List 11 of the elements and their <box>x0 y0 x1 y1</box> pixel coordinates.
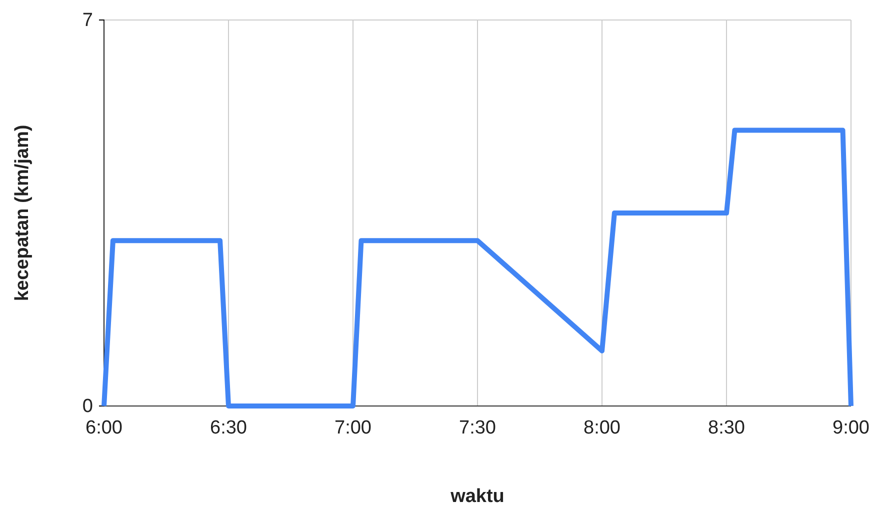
y-tick-label: 7 <box>82 10 93 32</box>
x-tick-label: 9:00 <box>832 417 870 438</box>
x-axis-title: waktu <box>450 486 504 507</box>
x-tick-label: 6:30 <box>210 417 247 438</box>
x-tick-label: 6:00 <box>86 417 122 438</box>
y-tick-label: 0 <box>82 396 93 418</box>
x-tick-label: 8:00 <box>584 417 620 438</box>
x-tick-label: 7:30 <box>459 417 496 438</box>
x-tick-label: 8:30 <box>708 417 745 438</box>
y-axis-title: kecepatan (km/jam) <box>12 124 33 302</box>
x-tick-label: 7:00 <box>334 417 372 438</box>
